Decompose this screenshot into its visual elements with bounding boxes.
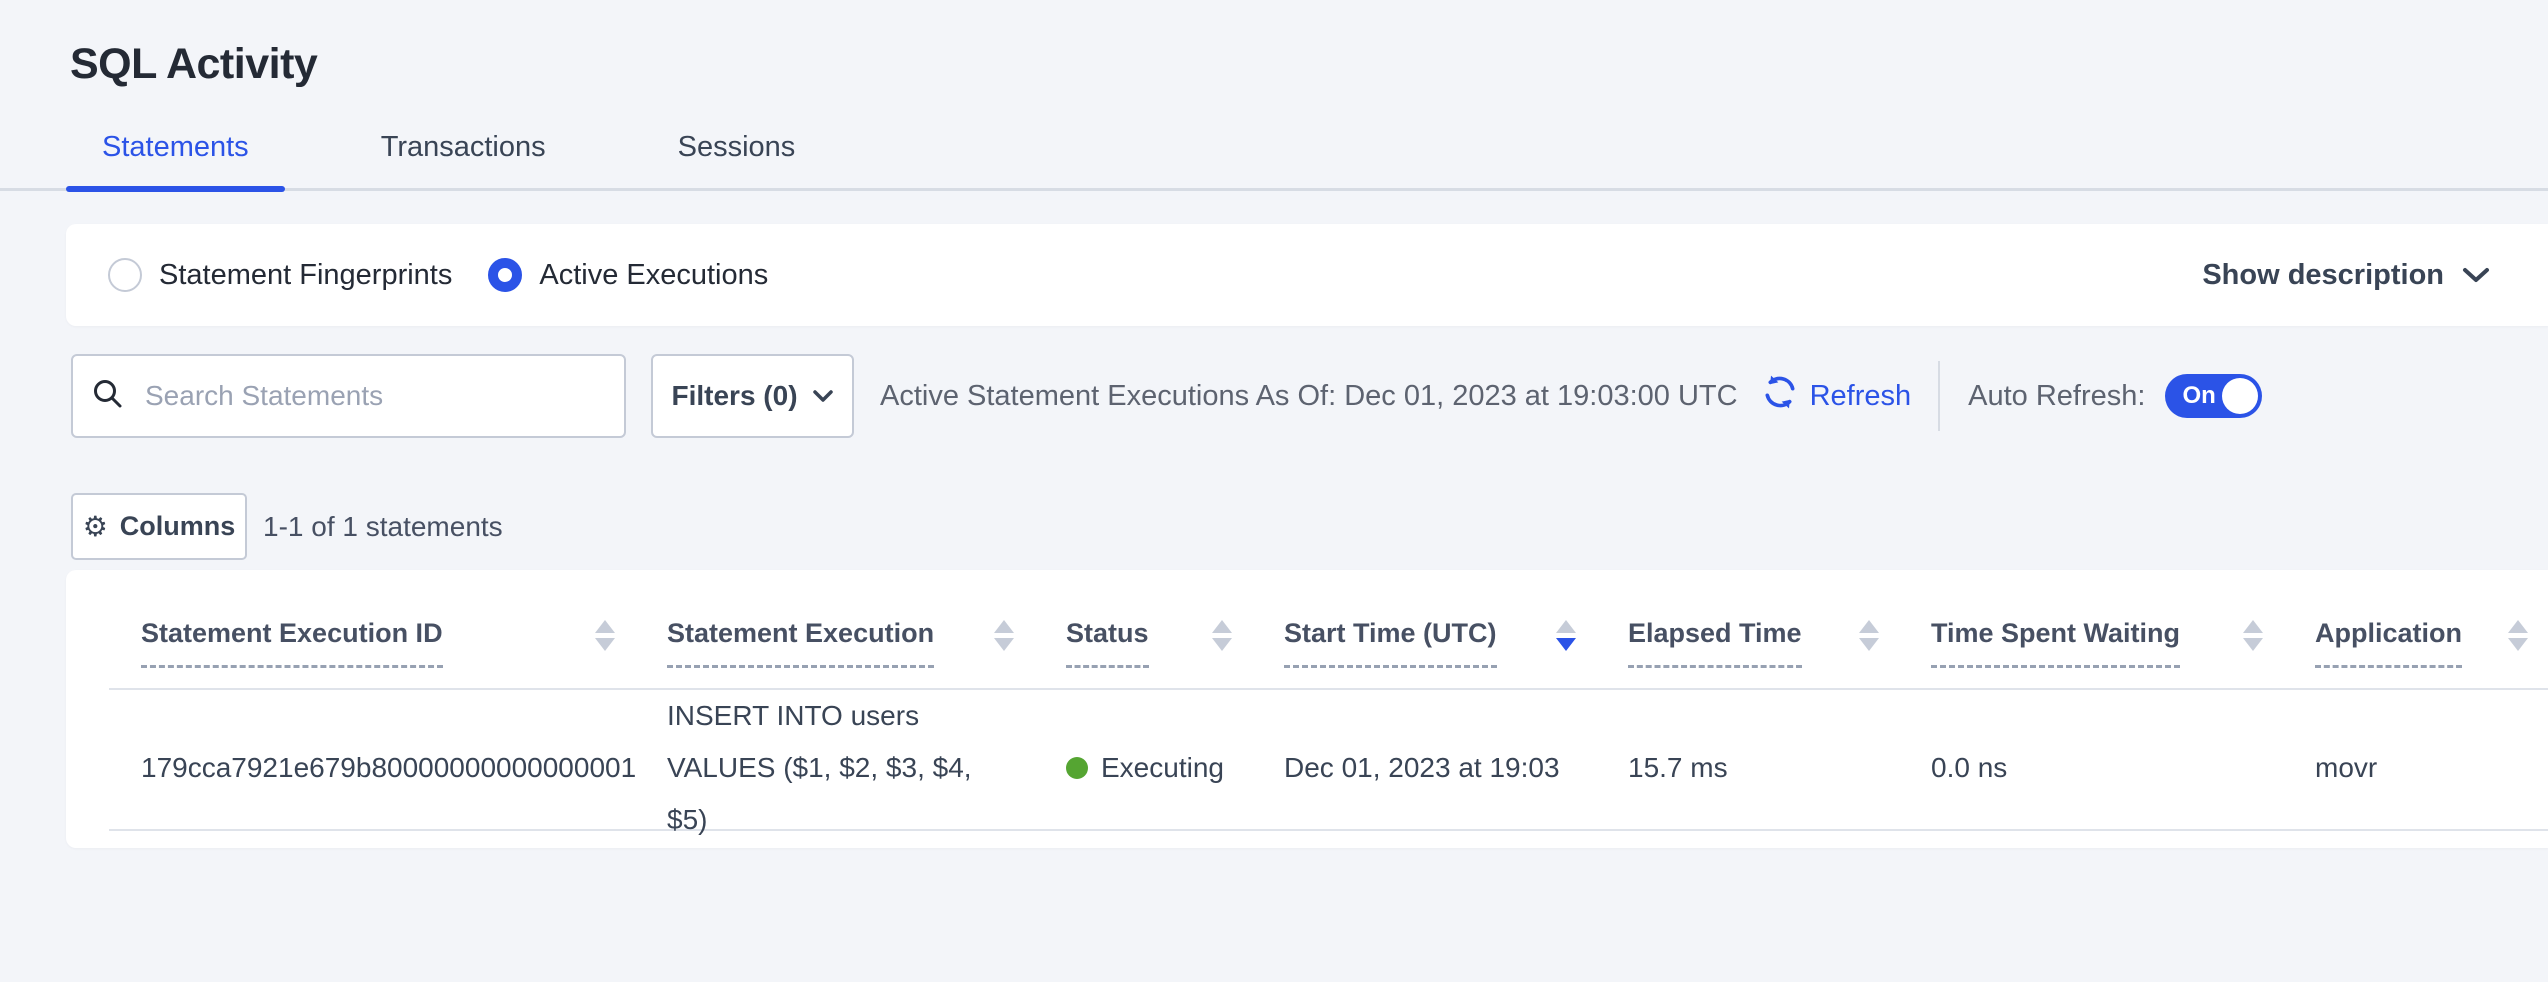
radio-statement-fingerprints[interactable]: Statement Fingerprints (108, 258, 452, 292)
radio-label: Statement Fingerprints (159, 258, 453, 291)
tab-statements[interactable]: Statements (66, 131, 285, 192)
column-header-time-spent-waiting[interactable]: Time Spent Waiting (1931, 618, 2315, 668)
status-label: Executing (1101, 752, 1224, 783)
filters-button[interactable]: Filters (0) (651, 354, 854, 438)
cell-status: Executing (1066, 752, 1284, 784)
column-header-application[interactable]: Application (2315, 618, 2548, 668)
sort-icon[interactable] (1859, 620, 1879, 651)
results-count: 1-1 of 1 statements (263, 510, 503, 542)
refresh-icon (1760, 372, 1800, 420)
cell-execution-id: 179cca7921e679b80000000000000001 (141, 752, 637, 783)
search-box[interactable] (71, 354, 626, 438)
search-input[interactable] (145, 380, 604, 412)
search-icon (91, 377, 125, 416)
gear-icon: ⚙ (82, 509, 108, 543)
cell-elapsed-time: 15.7 ms (1628, 752, 1728, 783)
radio-unselected-icon[interactable] (108, 258, 142, 292)
toggle-knob[interactable] (2222, 378, 2259, 414)
column-header-start-time[interactable]: Start Time (UTC) (1284, 618, 1628, 668)
radio-active-executions[interactable]: Active Executions (488, 258, 768, 292)
column-header-status[interactable]: Status (1066, 618, 1284, 668)
chevron-down-icon (812, 389, 834, 404)
tab-sessions[interactable]: Sessions (677, 131, 796, 163)
table-header-row: Statement Execution ID Statement Executi… (66, 618, 2548, 668)
filters-label: Filters (0) (671, 380, 798, 411)
table-row[interactable]: 179cca7921e679b80000000000000001 INSERT … (66, 690, 2548, 835)
sort-icon[interactable] (595, 620, 615, 651)
toolbar: Filters (0) Active Statement Executions … (71, 354, 2548, 438)
sort-icon[interactable] (1212, 620, 1232, 651)
chevron-down-icon (2462, 266, 2490, 284)
toggle-state-label: On (2182, 382, 2216, 409)
cell-statement[interactable]: INSERT INTO users VALUES ($1, $2, $3, $4… (667, 700, 972, 835)
refresh-button[interactable]: Refresh (1760, 372, 1912, 420)
cell-start-time: Dec 01, 2023 at 19:03 (1284, 752, 1560, 783)
executing-status-dot-icon (1066, 757, 1088, 779)
show-description-button[interactable]: Show description (2202, 259, 2490, 292)
column-header-elapsed-time[interactable]: Elapsed Time (1628, 618, 1931, 668)
sort-icon[interactable] (2243, 620, 2263, 651)
columns-label: Columns (119, 511, 236, 541)
toolbar-divider (1938, 361, 1941, 431)
cell-application: movr (2315, 752, 2378, 783)
radio-label: Active Executions (539, 258, 769, 291)
auto-refresh-label: Auto Refresh: (1968, 379, 2146, 412)
refresh-label: Refresh (1809, 379, 1912, 412)
view-mode-card: Statement Fingerprints Active Executions… (66, 224, 2548, 326)
sort-icon-active-desc[interactable] (1556, 620, 1576, 651)
sort-icon[interactable] (994, 620, 1014, 651)
page-title: SQL Activity (70, 40, 318, 88)
sort-icon[interactable] (2508, 620, 2528, 651)
row-separator (109, 829, 2548, 831)
tab-transactions[interactable]: Transactions (380, 131, 546, 163)
cell-time-spent-waiting: 0.0 ns (1931, 752, 2008, 783)
header-separator (109, 688, 2548, 690)
column-header-statement-execution[interactable]: Statement Execution (667, 618, 1066, 668)
radio-selected-icon[interactable] (488, 258, 523, 292)
column-header-statement-execution-id[interactable]: Statement Execution ID (66, 618, 667, 668)
tab-bar: Statements Transactions Sessions (0, 131, 2548, 192)
columns-button[interactable]: ⚙ Columns (71, 493, 247, 560)
as-of-timestamp: Active Statement Executions As Of: Dec 0… (880, 379, 1738, 412)
auto-refresh-toggle[interactable]: On (2165, 374, 2263, 418)
statements-table-card: Statement Execution ID Statement Executi… (66, 570, 2548, 848)
show-description-label: Show description (2202, 258, 2444, 291)
results-controls: ⚙ Columns 1-1 of 1 statements (71, 493, 2548, 560)
